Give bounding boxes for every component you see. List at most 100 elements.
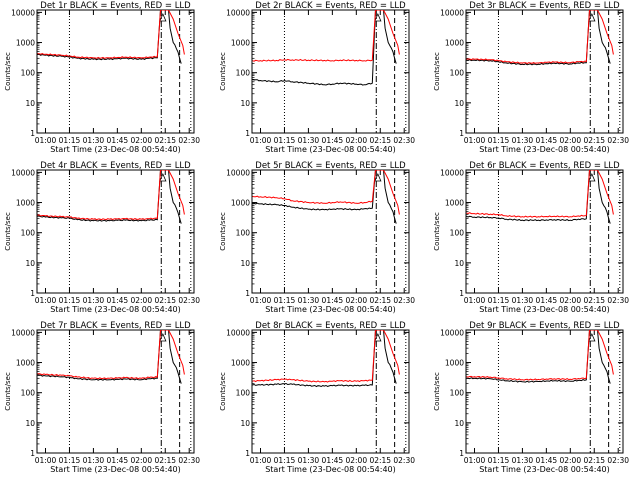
x-tick-label: 01:30 [298, 456, 320, 465]
series-line-events [37, 330, 182, 384]
y-tick-label: 1 [30, 129, 35, 138]
y-tick-label: 1000 [16, 199, 35, 208]
x-tick-label: 02:30 [178, 136, 200, 145]
x-axis-label: Start Time (23-Dec-08 00:54:40) [479, 465, 610, 474]
panel-title: Det 6r BLACK = Events, RED = LLD [469, 161, 620, 171]
y-tick-label: 10 [240, 419, 250, 428]
x-tick-label: 01:00 [250, 136, 272, 145]
x-tick-label: 01:00 [250, 296, 272, 305]
series-line-lld [466, 10, 614, 65]
triangle-marker [374, 172, 382, 182]
x-tick-label: 01:00 [250, 456, 272, 465]
x-axis-label: Start Time (23-Dec-08 00:54:40) [479, 305, 610, 314]
triangle-marker [588, 332, 596, 342]
series-line-events [252, 170, 397, 224]
triangle-marker [588, 12, 596, 22]
series-line-events [37, 10, 182, 64]
x-tick-label: 01:00 [35, 296, 57, 305]
x-axis-label: Start Time (23-Dec-08 00:54:40) [479, 145, 610, 154]
detector-panel: Det 5r BLACK = Events, RED = LLD 1 10 100 10… [219, 161, 415, 314]
x-tick-label: 01:45 [322, 456, 344, 465]
x-tick-label: 01:45 [536, 456, 558, 465]
x-tick-label: 01:45 [536, 296, 558, 305]
plot-frame [36, 9, 195, 134]
x-axis-label: Start Time (23-Dec-08 00:54:40) [50, 145, 181, 154]
x-axis-label: Start Time (23-Dec-08 00:54:40) [265, 465, 396, 474]
y-tick-label: 100 [236, 229, 251, 238]
detector-panel: Det 7r BLACK = Events, RED = LLD 1 10 100 10… [4, 321, 200, 474]
series-line-events [466, 170, 611, 224]
y-tick-label: 100 [450, 389, 465, 398]
y-tick-label: 1000 [445, 199, 464, 208]
x-tick-label: 02:15 [369, 456, 391, 465]
detector-panel: Det 4r BLACK = Events, RED = LLD 1 10 100 10… [4, 161, 200, 314]
series-line-events [252, 330, 397, 388]
x-tick-label: 02:15 [583, 136, 605, 145]
x-tick-label: 02:15 [154, 136, 176, 145]
panel-title: Det 5r BLACK = Events, RED = LLD [255, 161, 406, 171]
y-tick-label: 1 [459, 449, 464, 458]
plot-frame [251, 329, 410, 454]
y-tick-label: 10 [454, 99, 464, 108]
x-tick-label: 01:45 [322, 136, 344, 145]
x-axis-label: Start Time (23-Dec-08 00:54:40) [50, 465, 181, 474]
x-tick-label: 02:30 [393, 456, 415, 465]
x-tick-label: 01:30 [298, 296, 320, 305]
y-tick-label: 10 [454, 419, 464, 428]
y-tick-label: 100 [236, 389, 251, 398]
y-tick-label: 1000 [16, 39, 35, 48]
x-tick-label: 01:00 [464, 456, 486, 465]
y-tick-label: 100 [21, 69, 36, 78]
series-line-lld [466, 330, 614, 381]
detector-panel: Det 9r BLACK = Events, RED = LLD 1 10 100 10… [433, 321, 629, 474]
panel-title: Det 3r BLACK = Events, RED = LLD [469, 1, 620, 11]
series-line-lld [37, 10, 185, 59]
x-tick-label: 02:00 [130, 136, 152, 145]
triangle-marker [159, 172, 167, 182]
detector-panel: Det 1r BLACK = Events, RED = LLD 1 10 100 10… [4, 1, 200, 154]
x-tick-label: 02:00 [130, 296, 152, 305]
x-tick-label: 01:15 [274, 456, 296, 465]
series-line-events [466, 330, 611, 384]
x-tick-label: 01:15 [59, 296, 81, 305]
x-tick-label: 02:30 [607, 136, 629, 145]
plot-frame [36, 169, 195, 294]
y-axis-label: Counts/sec [4, 372, 12, 411]
y-tick-label: 1 [245, 449, 250, 458]
x-axis-label: Start Time (23-Dec-08 00:54:40) [50, 305, 181, 314]
x-tick-label: 01:30 [512, 456, 534, 465]
x-tick-label: 02:30 [178, 296, 200, 305]
series-line-lld [252, 170, 400, 215]
x-tick-label: 01:15 [488, 456, 510, 465]
series-line-lld [252, 10, 400, 62]
panel-title: Det 1r BLACK = Events, RED = LLD [40, 1, 191, 11]
series-line-events [252, 10, 397, 86]
plot-frame [465, 169, 624, 294]
x-axis-label: Start Time (23-Dec-08 00:54:40) [265, 305, 396, 314]
y-tick-label: 10000 [11, 8, 35, 17]
panel-title: Det 8r BLACK = Events, RED = LLD [255, 321, 406, 331]
y-axis-label: Counts/sec [433, 372, 441, 411]
y-tick-label: 10 [25, 259, 35, 268]
y-axis-label: Counts/sec [433, 52, 441, 91]
plot-frame [465, 9, 624, 134]
x-tick-label: 01:15 [488, 296, 510, 305]
y-tick-label: 10000 [440, 8, 464, 17]
plot-frame [36, 329, 195, 454]
x-tick-label: 01:30 [83, 136, 105, 145]
triangle-marker [588, 172, 596, 182]
y-axis-label: Counts/sec [433, 212, 441, 251]
y-tick-label: 100 [21, 389, 36, 398]
x-tick-label: 01:45 [322, 296, 344, 305]
y-tick-label: 1000 [231, 359, 250, 368]
series-line-lld [37, 170, 185, 221]
y-tick-label: 10000 [226, 8, 250, 17]
y-axis-label: Counts/sec [4, 212, 12, 251]
y-tick-label: 100 [236, 69, 251, 78]
x-tick-label: 01:15 [488, 136, 510, 145]
x-tick-label: 02:00 [559, 296, 581, 305]
panel-title: Det 7r BLACK = Events, RED = LLD [40, 321, 191, 331]
x-tick-label: 02:15 [583, 456, 605, 465]
series-line-events [466, 10, 611, 66]
